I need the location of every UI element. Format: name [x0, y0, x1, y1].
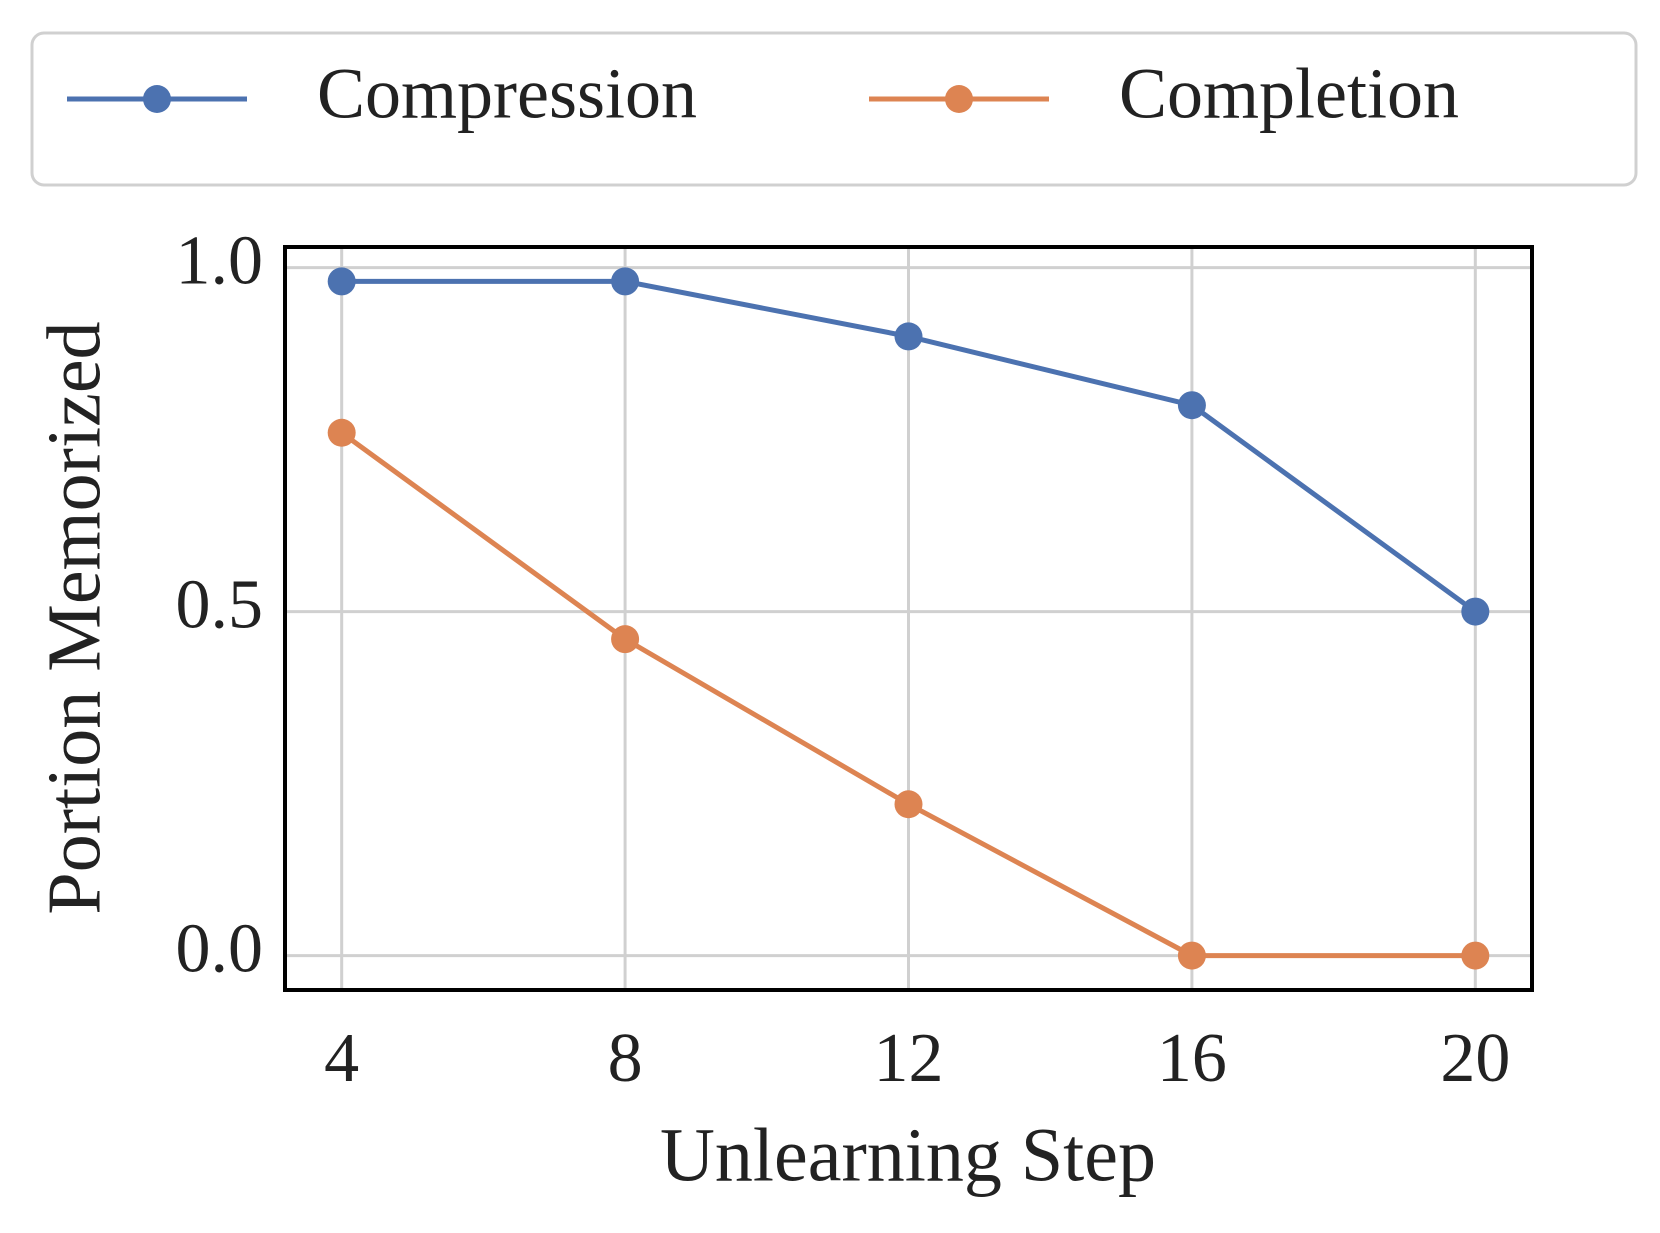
- data-point: [1461, 941, 1490, 970]
- legend-marker: [143, 85, 171, 113]
- data-point: [1177, 391, 1206, 420]
- x-tick-label: 4: [324, 1020, 359, 1097]
- legend-marker: [945, 85, 973, 113]
- y-tick-label: 1.0: [176, 223, 264, 300]
- y-tick-label: 0.0: [176, 911, 264, 988]
- plot-frame: [283, 245, 1534, 992]
- data-point: [894, 790, 923, 819]
- x-axis-label: Unlearning Step: [660, 1113, 1156, 1197]
- legend-box: [30, 31, 1638, 187]
- data-point: [327, 418, 356, 447]
- legend-label: Compression: [317, 54, 697, 134]
- data-point: [327, 267, 356, 296]
- x-tick-label: 20: [1440, 1020, 1510, 1097]
- y-tick-label: 0.5: [176, 567, 264, 644]
- legend-label: Completion: [1119, 54, 1459, 134]
- data-point: [1461, 597, 1490, 626]
- data-point: [894, 322, 923, 351]
- data-point: [1177, 941, 1206, 970]
- data-point: [611, 267, 640, 296]
- data-point: [611, 625, 640, 654]
- x-tick-label: 12: [874, 1020, 944, 1097]
- y-axis-label: Portion Memorized: [32, 321, 116, 914]
- x-tick-label: 16: [1157, 1020, 1227, 1097]
- x-tick-label: 8: [608, 1020, 643, 1097]
